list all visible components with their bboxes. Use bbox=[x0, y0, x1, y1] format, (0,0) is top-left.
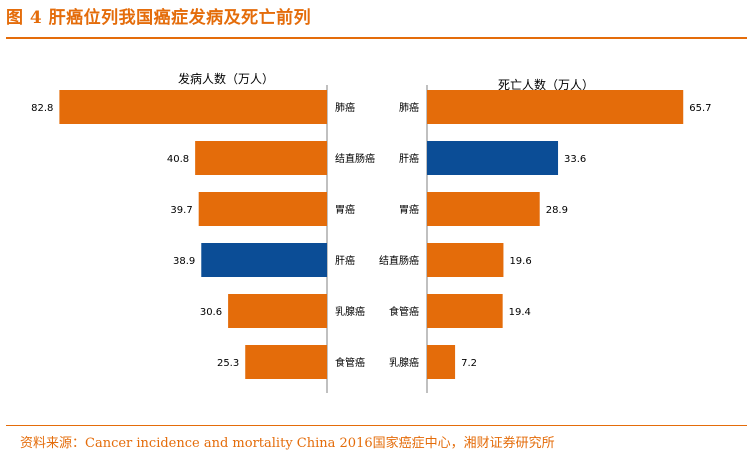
mortality-category-5: 乳腺癌 bbox=[389, 356, 419, 369]
incidence-value-4: 30.6 bbox=[200, 307, 222, 318]
incidence-category-2: 胃癌 bbox=[335, 203, 355, 216]
incidence-bar-1 bbox=[195, 141, 327, 175]
incidence-chart-title: 发病人数（万人） bbox=[178, 72, 275, 86]
incidence-value-3: 38.9 bbox=[173, 256, 195, 267]
incidence-value-5: 25.3 bbox=[217, 358, 239, 369]
source-note: 资料来源：Cancer incidence and mortality Chin… bbox=[20, 436, 555, 451]
mortality-category-0: 肺癌 bbox=[399, 101, 419, 114]
incidence-bar-0 bbox=[59, 90, 327, 124]
mortality-category-4: 食管癌 bbox=[389, 305, 419, 318]
mortality-bar-2 bbox=[427, 192, 540, 226]
mortality-value-4: 19.4 bbox=[509, 307, 531, 318]
mortality-category-1: 肝癌 bbox=[399, 152, 419, 165]
incidence-category-1: 结直肠癌 bbox=[335, 152, 375, 165]
mortality-bar-3 bbox=[427, 243, 504, 277]
incidence-category-0: 肺癌 bbox=[335, 101, 355, 114]
mortality-bar-1 bbox=[427, 141, 559, 175]
incidence-bar-3 bbox=[201, 243, 327, 277]
mortality-value-2: 28.9 bbox=[546, 205, 568, 216]
incidence-bar-2 bbox=[198, 192, 327, 226]
incidence-bar-5 bbox=[245, 345, 327, 379]
mortality-bar-4 bbox=[427, 294, 503, 328]
incidence-bar-4 bbox=[228, 294, 327, 328]
mortality-chart-title: 死亡人数（万人） bbox=[498, 78, 595, 92]
incidence-category-5: 食管癌 bbox=[335, 356, 365, 369]
mortality-value-1: 33.6 bbox=[564, 154, 586, 165]
mortality-category-2: 胃癌 bbox=[399, 203, 419, 216]
incidence-value-2: 39.7 bbox=[170, 205, 192, 216]
incidence-category-3: 肝癌 bbox=[335, 254, 355, 267]
mortality-bar-0 bbox=[427, 90, 684, 124]
title-rule bbox=[6, 37, 747, 39]
mortality-category-3: 结直肠癌 bbox=[379, 254, 419, 267]
mortality-bar-5 bbox=[427, 345, 456, 379]
mortality-value-3: 19.6 bbox=[509, 256, 531, 267]
incidence-category-4: 乳腺癌 bbox=[335, 305, 365, 318]
mortality-value-5: 7.2 bbox=[461, 358, 477, 369]
figure-title: 图 4 肝癌位列我国癌症发病及死亡前列 bbox=[6, 8, 312, 28]
mortality-value-0: 65.7 bbox=[689, 103, 711, 114]
source-rule bbox=[6, 425, 747, 426]
incidence-value-1: 40.8 bbox=[167, 154, 189, 165]
incidence-value-0: 82.8 bbox=[31, 103, 53, 114]
